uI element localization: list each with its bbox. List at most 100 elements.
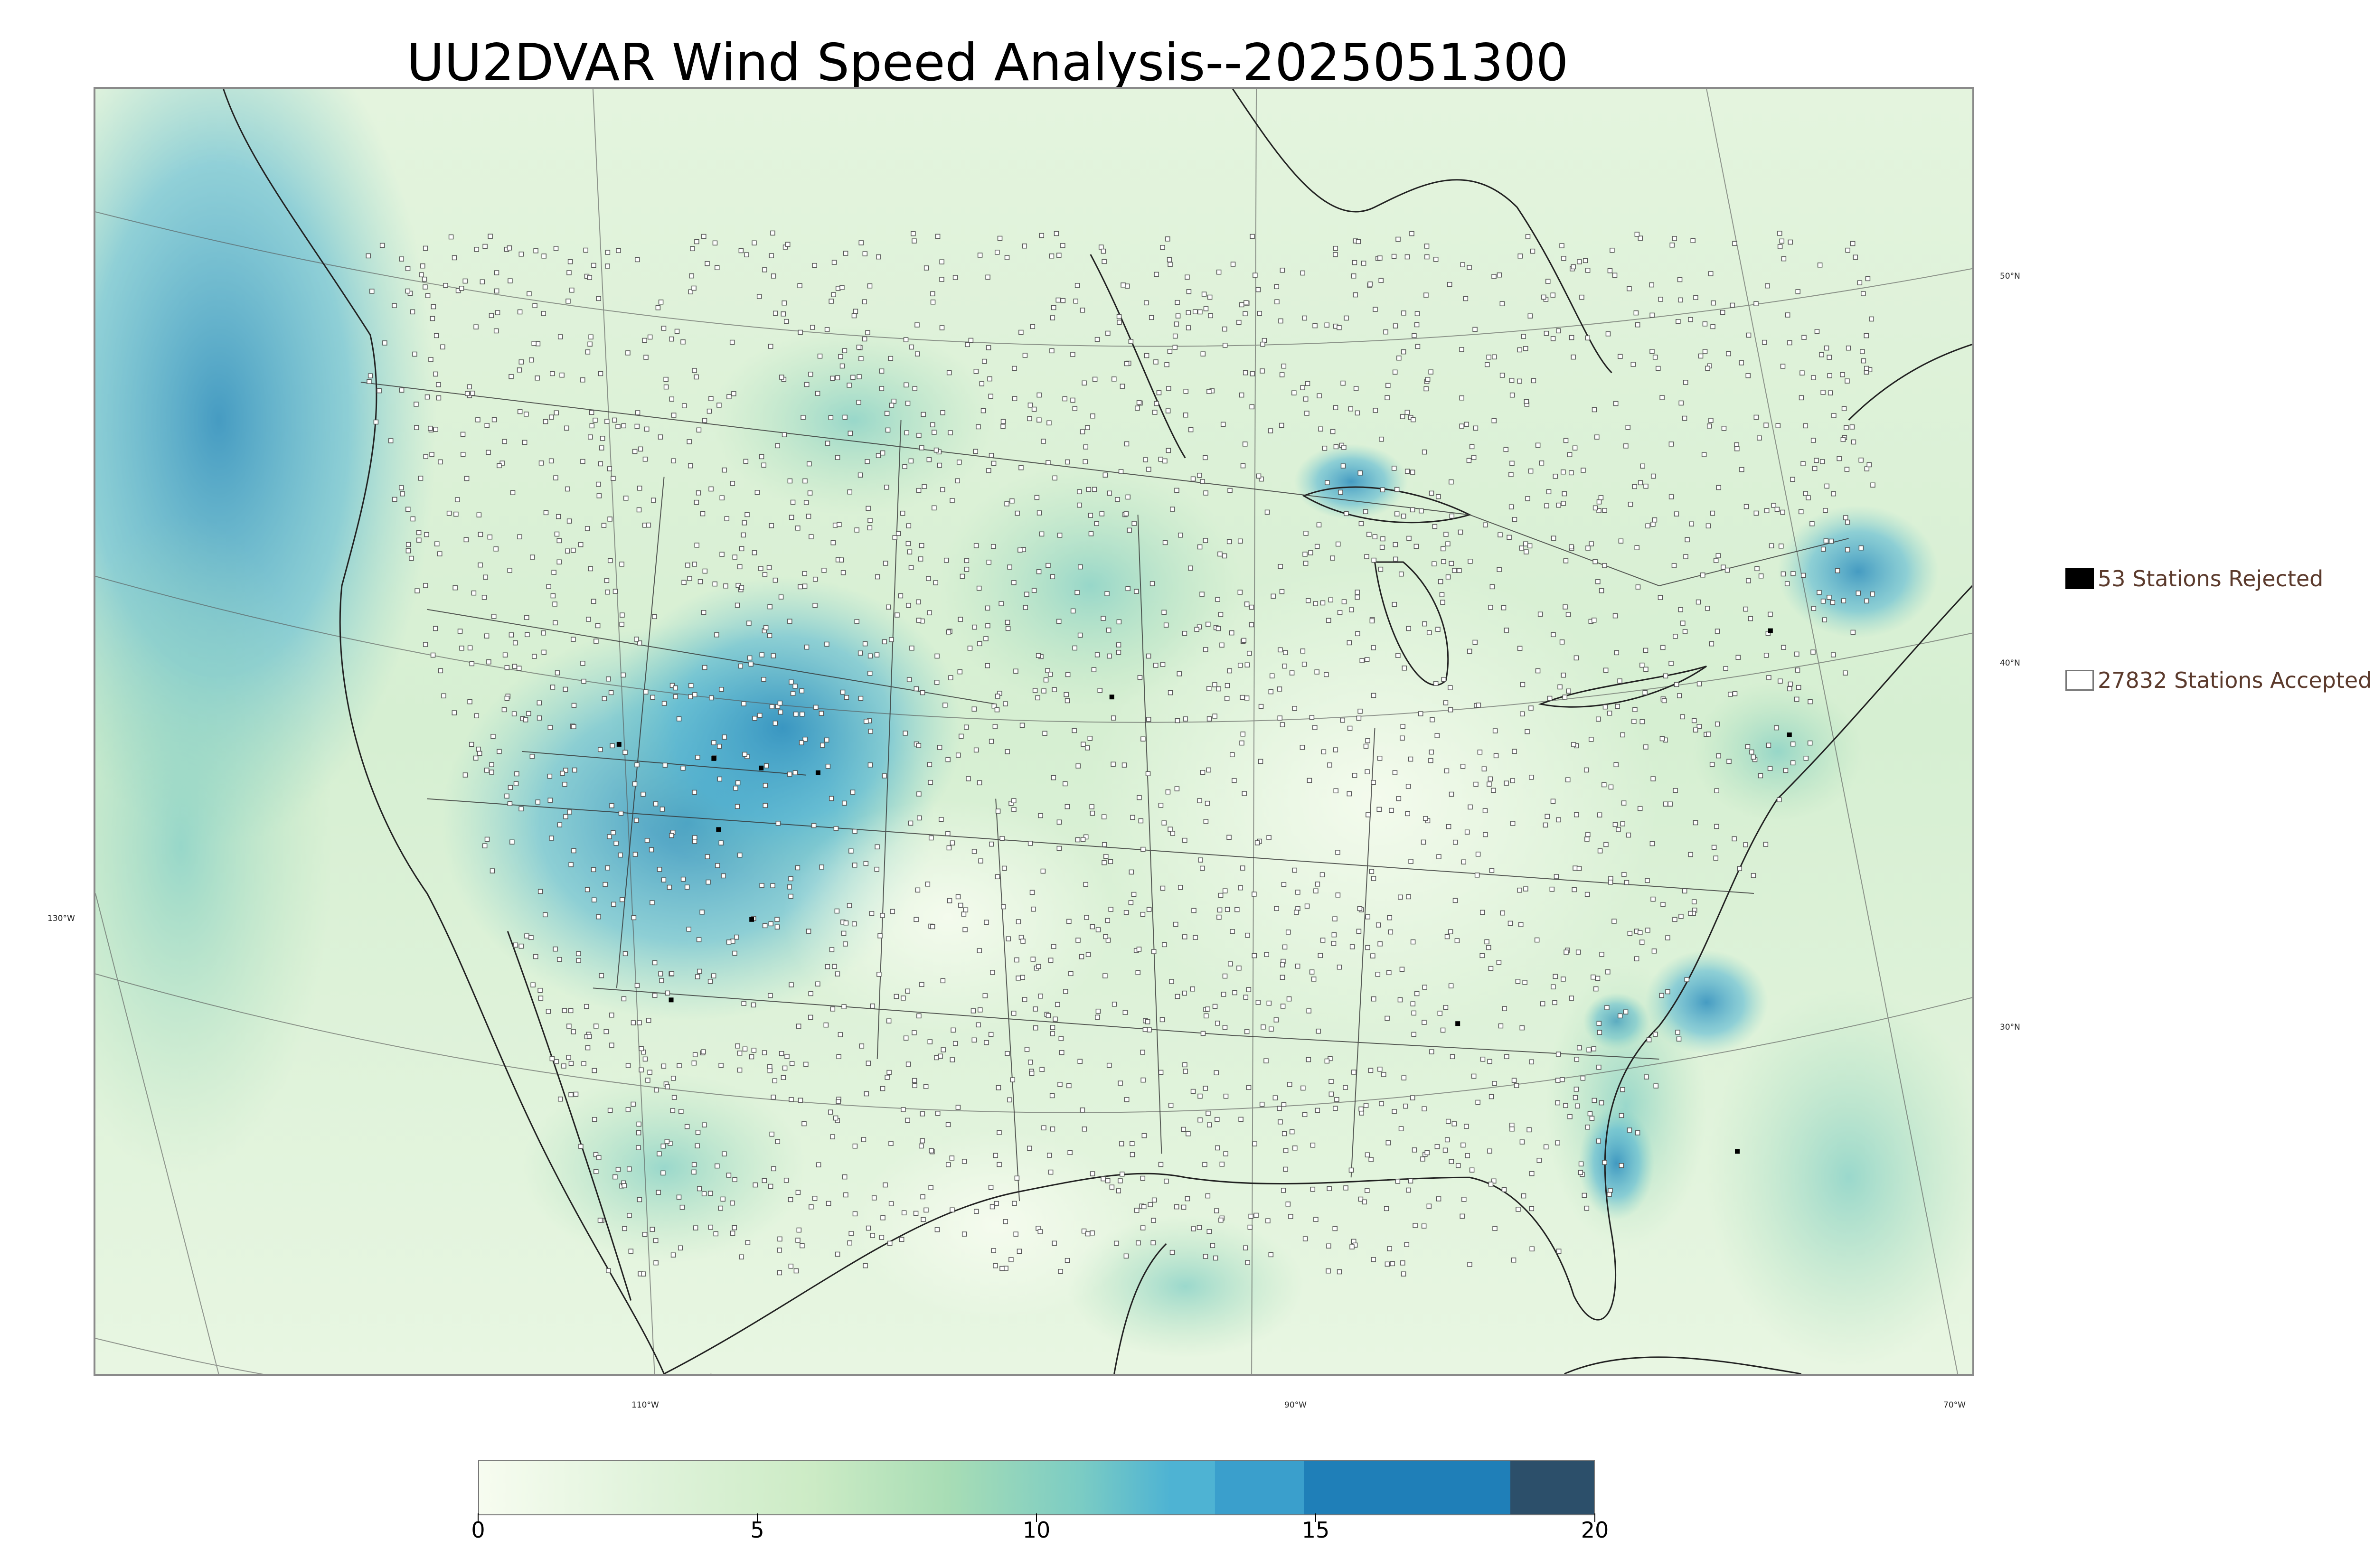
accepted-station [1009,498,1015,504]
accepted-station [1011,580,1017,585]
accepted-station [696,937,702,942]
accepted-station [596,296,601,301]
accepted-station [436,382,441,387]
accepted-station [1501,605,1507,610]
accepted-station [1685,537,1690,543]
accepted-station [1441,676,1447,682]
colorbar-tick-mark [1315,1513,1316,1522]
accepted-station [535,376,540,381]
accepted-station [1272,1095,1278,1100]
accepted-station [1498,532,1503,537]
accepted-station [779,375,784,380]
accepted-station [484,423,490,428]
accepted-station [1255,287,1261,292]
accepted-station [1366,532,1372,537]
accepted-station [1249,404,1255,410]
accepted-station [858,695,864,701]
accepted-station [1549,886,1555,892]
accepted-station [737,852,743,858]
accepted-station [1240,463,1246,469]
accepted-station [1355,590,1360,595]
accepted-station [623,496,629,501]
accepted-station [1212,1004,1218,1009]
accepted-station [469,742,474,747]
accepted-station [1556,502,1561,508]
accepted-station [782,432,787,437]
accepted-station [1475,852,1481,857]
accepted-station [1206,1110,1211,1116]
accepted-station [1774,725,1779,731]
accepted-station [1745,744,1751,749]
accepted-station [737,564,743,570]
accepted-station [1763,423,1769,428]
accepted-station [854,527,859,533]
accepted-station [763,783,768,788]
accepted-station [1029,890,1035,895]
accepted-station [419,272,424,278]
accepted-station [1121,762,1127,768]
accepted-station [1086,487,1092,492]
accepted-station [1580,1075,1586,1081]
accepted-station [392,497,397,502]
accepted-station [1672,917,1677,922]
accepted-station [1182,837,1187,843]
accepted-station [1371,876,1376,881]
accepted-station [997,235,1003,241]
accepted-station [1282,663,1287,669]
accepted-station [1018,329,1024,335]
accepted-station [1210,1243,1215,1248]
accepted-station [1108,907,1113,912]
accepted-station [1277,1106,1282,1111]
accepted-station [1572,445,1578,451]
accepted-station [1831,491,1836,497]
accepted-station [1414,311,1420,316]
accepted-station [916,599,921,605]
accepted-station [790,691,796,696]
accepted-station [588,566,593,572]
accepted-station [941,1047,946,1052]
accepted-station [618,852,623,858]
accepted-station [749,1054,754,1060]
accepted-station [1491,418,1497,423]
accepted-station [1480,910,1485,915]
accepted-station [1436,494,1441,499]
accepted-station [1365,769,1370,774]
accepted-station [1674,682,1679,687]
accepted-station [1302,1112,1308,1117]
accepted-station [1441,559,1446,564]
accepted-station [880,1215,886,1221]
accepted-station [1111,761,1116,767]
accepted-station [1355,410,1360,416]
accepted-station [904,382,909,388]
accepted-station [1422,1020,1427,1025]
accepted-station [1111,715,1116,721]
accepted-station [1280,962,1285,967]
accepted-station [1757,435,1762,441]
accepted-station [1449,479,1454,485]
accepted-station [1166,448,1171,453]
accepted-station [987,376,992,382]
accepted-station [1410,1001,1416,1006]
accepted-station [1392,601,1397,607]
accepted-station [992,724,998,729]
accepted-station [616,248,621,254]
accepted-station [1602,782,1607,788]
accepted-station [1085,425,1090,430]
accepted-station [1517,347,1522,353]
accepted-station [1691,718,1697,723]
accepted-station [854,619,859,624]
accepted-station [804,644,810,650]
accepted-station [1683,380,1688,385]
accepted-station [1767,766,1773,771]
accepted-station [1175,313,1181,319]
accepted-station [1087,736,1093,741]
accepted-station [1447,282,1452,287]
accepted-station [1174,488,1179,493]
accepted-station [1486,945,1491,950]
accepted-station [555,670,560,676]
accepted-station [680,876,686,882]
accepted-station [1160,662,1166,667]
accepted-station [1632,484,1637,489]
accepted-station [1118,469,1124,474]
accepted-station [1720,310,1725,315]
